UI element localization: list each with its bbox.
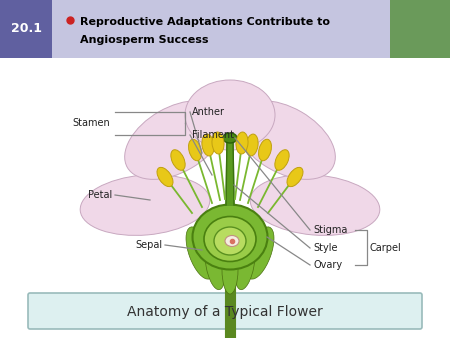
- Ellipse shape: [125, 101, 225, 179]
- Ellipse shape: [171, 150, 185, 170]
- Ellipse shape: [185, 80, 275, 150]
- Ellipse shape: [202, 134, 214, 156]
- Polygon shape: [226, 140, 234, 205]
- Ellipse shape: [186, 227, 214, 279]
- FancyBboxPatch shape: [0, 0, 52, 58]
- FancyBboxPatch shape: [52, 0, 420, 58]
- Text: Style: Style: [313, 243, 338, 253]
- Text: Anther: Anther: [192, 107, 225, 117]
- Ellipse shape: [234, 101, 335, 179]
- Ellipse shape: [287, 167, 303, 187]
- FancyBboxPatch shape: [390, 0, 450, 58]
- Ellipse shape: [225, 236, 239, 246]
- Text: Stigma: Stigma: [313, 225, 347, 235]
- Ellipse shape: [193, 204, 267, 269]
- Text: Sepal: Sepal: [135, 240, 162, 250]
- Ellipse shape: [204, 217, 256, 262]
- Ellipse shape: [80, 175, 210, 236]
- Text: Angiosperm Success: Angiosperm Success: [80, 35, 208, 45]
- Ellipse shape: [222, 246, 238, 294]
- Ellipse shape: [246, 227, 274, 279]
- Text: Ovary: Ovary: [313, 260, 342, 270]
- Ellipse shape: [205, 240, 225, 290]
- Text: Filament: Filament: [192, 130, 234, 140]
- Ellipse shape: [189, 139, 202, 161]
- Ellipse shape: [212, 132, 224, 154]
- FancyBboxPatch shape: [28, 293, 422, 329]
- Text: Stamen: Stamen: [72, 118, 110, 128]
- Text: Reproductive Adaptations Contribute to: Reproductive Adaptations Contribute to: [80, 17, 330, 27]
- Ellipse shape: [259, 139, 271, 161]
- Ellipse shape: [235, 240, 255, 290]
- Ellipse shape: [275, 150, 289, 170]
- Ellipse shape: [157, 167, 173, 187]
- Ellipse shape: [250, 175, 380, 236]
- Ellipse shape: [214, 227, 246, 255]
- Text: Petal: Petal: [88, 190, 112, 200]
- Ellipse shape: [223, 133, 237, 143]
- Ellipse shape: [246, 134, 258, 156]
- Text: Anatomy of a Typical Flower: Anatomy of a Typical Flower: [127, 305, 323, 319]
- Text: Carpel: Carpel: [370, 243, 402, 253]
- Ellipse shape: [236, 132, 248, 154]
- Text: 20.1: 20.1: [10, 23, 41, 35]
